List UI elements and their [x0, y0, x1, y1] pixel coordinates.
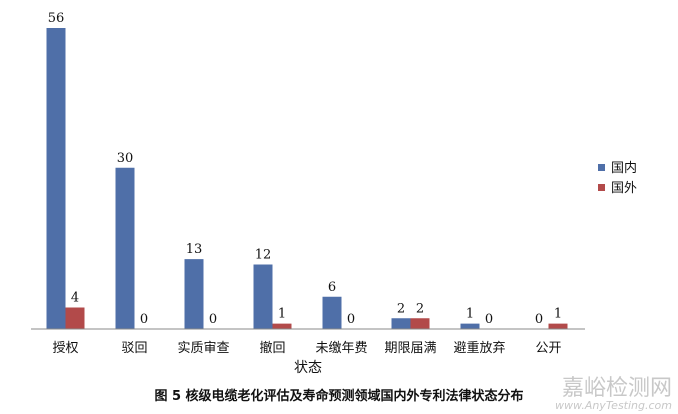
legend-label-domestic: 国内: [611, 160, 637, 176]
figure-caption: 图 5 核级电缆老化评估及寿命预测领域国内外专利法律状态分布: [154, 388, 523, 404]
value-label-foreign-0: 4: [71, 291, 79, 306]
watermark-text: 嘉峪检测网: [562, 376, 672, 401]
bar-foreign-7: [548, 323, 568, 329]
legend-swatch-foreign: [598, 184, 605, 191]
value-label-foreign-1: 0: [140, 312, 148, 327]
x-tick-label-5: 期限届满: [384, 341, 436, 356]
legend-swatch-domestic: [598, 164, 605, 171]
value-label-domestic-2: 13: [186, 242, 203, 257]
x-axis-label: 状态: [294, 360, 322, 376]
watermark: 嘉峪检测网 www.AnyTesting.com: [555, 376, 672, 412]
bar-foreign-5: [410, 318, 430, 329]
value-label-foreign-4: 0: [347, 312, 355, 327]
legend-label-foreign: 国外: [611, 181, 637, 196]
bars-layer: [46, 28, 568, 329]
x-tick-label-7: 公开: [535, 341, 561, 356]
bar-domestic-6: [460, 323, 480, 329]
x-tick-label-2: 实质审查: [177, 341, 229, 356]
bar-domestic-0: [46, 28, 66, 329]
bar-domestic-1: [115, 167, 135, 329]
bar-foreign-0: [65, 307, 85, 329]
bar-domestic-2: [184, 259, 204, 329]
value-label-domestic-7: 0: [535, 312, 543, 327]
bar-domestic-3: [253, 264, 273, 329]
value-label-domestic-6: 1: [466, 307, 474, 322]
bar-domestic-5: [391, 318, 411, 329]
value-label-foreign-7: 1: [554, 307, 562, 322]
x-tick-label-4: 未缴年费: [315, 341, 367, 356]
value-label-foreign-2: 0: [209, 312, 217, 327]
value-label-domestic-5: 2: [397, 301, 405, 316]
bar-foreign-3: [272, 323, 292, 329]
value-label-domestic-0: 56: [48, 11, 65, 26]
value-label-foreign-5: 2: [416, 301, 424, 316]
x-tick-label-6: 避重放弃: [453, 340, 505, 356]
x-tick-label-1: 驳回: [121, 341, 147, 356]
value-label-foreign-3: 1: [278, 307, 286, 322]
x-tick-labels: 授权 驳回 实质审查 撤回 未缴年费 期限届满 避重放弃 公开: [52, 340, 561, 356]
value-label-domestic-4: 6: [328, 280, 336, 295]
x-tick-label-0: 授权: [52, 340, 78, 356]
value-label-domestic-1: 30: [117, 151, 134, 166]
value-label-domestic-3: 12: [255, 248, 272, 263]
value-label-foreign-6: 0: [485, 312, 493, 327]
x-tick-label-3: 撤回: [259, 340, 285, 356]
watermark-url: www.AnyTesting.com: [555, 399, 672, 412]
bar-domestic-4: [322, 296, 342, 329]
legend: 国内 国外: [598, 160, 637, 196]
